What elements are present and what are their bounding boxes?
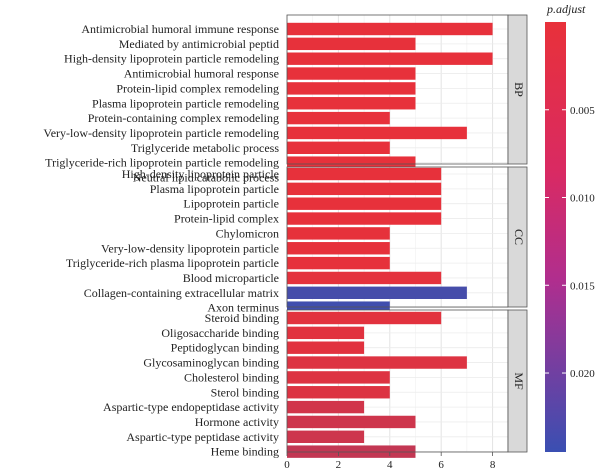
legend-colorbar (545, 22, 566, 452)
bar (287, 400, 365, 414)
x-tick-label: 4 (387, 459, 393, 471)
facet-strip (507, 14, 528, 165)
panel-cc: High-density lipoprotein particlePlasma … (66, 166, 528, 315)
legend-tick-label: 0.020 (570, 368, 595, 380)
category-label: Mediated by antimicrobial peptid (119, 37, 279, 51)
category-label: Aspartic-type endopeptidase activity (103, 400, 279, 414)
bar (287, 271, 442, 285)
x-axis: 0 2 4 6 8 (284, 452, 496, 471)
category-label: Very-low-density lipoprotein particle re… (43, 126, 279, 140)
category-label: Hormone activity (195, 415, 279, 429)
category-label: Glycosaminoglycan binding (143, 356, 279, 370)
bar (287, 286, 467, 299)
category-label: Triglyceride-rich plasma lipoprotein par… (66, 256, 279, 270)
legend-tick-label: 0.005 (570, 105, 595, 117)
category-label: High-density lipoprotein particle (122, 167, 279, 181)
category-label: Protein-lipid complex (174, 212, 279, 226)
color-legend: p.adjust 0.005 0.010 0.015 0.020 (545, 2, 595, 452)
bar (287, 386, 390, 399)
x-tick-label: 0 (284, 459, 290, 471)
x-tick-label: 8 (490, 459, 496, 471)
category-label: Antimicrobial humoral response (124, 67, 279, 81)
bar (287, 242, 390, 255)
category-label: Sterol binding (211, 385, 279, 399)
category-label: Oligosaccharide binding (161, 326, 279, 340)
legend-tick-label: 0.010 (570, 193, 595, 205)
bar (287, 430, 365, 443)
bar (287, 256, 390, 270)
bar (287, 311, 442, 325)
bar (287, 182, 442, 196)
bar (287, 22, 493, 36)
category-label: Peptidoglycan binding (171, 341, 279, 355)
bar (287, 212, 442, 225)
category-label: Collagen-containing extracellular matrix (84, 286, 279, 300)
bar (287, 141, 390, 154)
bar (287, 37, 416, 51)
legend-tick-label: 0.015 (570, 280, 595, 292)
facet-label: MF (512, 372, 526, 390)
category-label: Neutral lipid catabolic process (133, 171, 280, 185)
bar (287, 227, 390, 240)
panel-bp: Antimicrobial humoral immune responseMed… (43, 14, 528, 185)
bar (287, 82, 416, 95)
category-label: Blood microparticle (183, 271, 279, 285)
category-label: High-density lipoprotein particle remode… (64, 52, 279, 66)
facet-label: BP (512, 82, 526, 97)
category-label: Very-low-density lipoprotein particle (101, 241, 279, 255)
category-label: Triglyceride-rich lipoprotein particle r… (45, 156, 279, 170)
bar (287, 97, 416, 110)
category-label: Plasma lipoprotein particle (150, 182, 279, 196)
facet-strip (507, 309, 528, 453)
facet-strip (507, 166, 528, 308)
category-label: Plasma lipoprotein particle remodeling (92, 96, 279, 110)
bar (287, 371, 390, 384)
category-label: Protein-containing complex remodeling (88, 111, 279, 125)
x-tick-label: 6 (438, 459, 444, 471)
bar (287, 156, 416, 169)
bar (287, 167, 442, 181)
bar (287, 197, 442, 210)
category-label: Aspartic-type peptidase activity (126, 430, 279, 444)
category-label: Heme binding (211, 445, 279, 459)
plot-area: Antimicrobial humoral immune responseMed… (43, 14, 528, 459)
bar (287, 415, 416, 429)
bar (287, 326, 365, 340)
bar (287, 111, 390, 125)
category-label: Axon terminus (207, 301, 279, 315)
category-label: Steroid binding (205, 311, 279, 325)
legend-title: p.adjust (546, 2, 586, 16)
bar (287, 67, 416, 80)
category-label: Lipoprotein particle (183, 197, 279, 211)
category-label: Protein-lipid complex remodeling (116, 81, 279, 95)
x-tick-label: 2 (336, 459, 342, 471)
category-label: Antimicrobial humoral immune response (81, 22, 279, 36)
category-label: Triglyceride metabolic process (131, 141, 280, 155)
facet-label: CC (512, 229, 526, 245)
category-label: Cholesterol binding (184, 370, 279, 384)
bar (287, 341, 365, 354)
bar (287, 356, 467, 369)
category-label: Chylomicron (216, 226, 279, 240)
bar (287, 126, 467, 140)
bar (287, 52, 493, 65)
